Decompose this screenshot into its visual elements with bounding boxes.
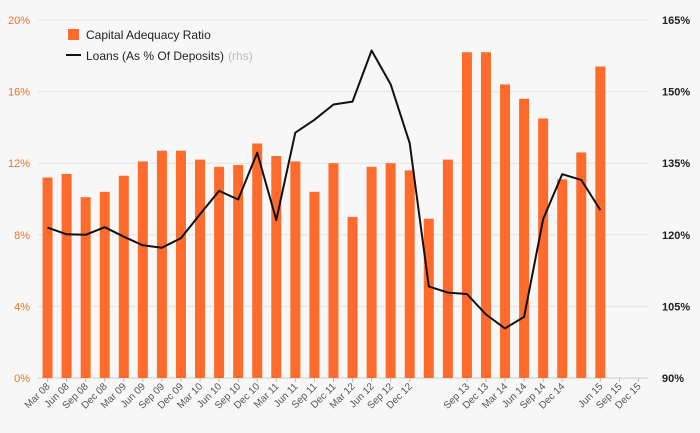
bar (42, 177, 53, 378)
bar (214, 166, 225, 378)
bar (480, 52, 491, 378)
bar (519, 98, 530, 378)
bar (156, 150, 167, 378)
y-right-tick-label: 105% (662, 301, 690, 313)
y-right-tick-label: 120% (662, 230, 690, 242)
bar (61, 173, 72, 378)
bar (404, 170, 415, 378)
y-left-tick-label: 12% (8, 158, 30, 170)
bar (175, 150, 186, 378)
bar (576, 152, 587, 378)
bar (595, 66, 606, 378)
bar (252, 143, 263, 378)
legend-label-loans-name: Loans (As % Of Deposits) (86, 49, 224, 63)
y-left-tick-label: 4% (14, 301, 30, 313)
bar (538, 118, 549, 378)
y-right-tick-label: 135% (662, 158, 690, 170)
bar (137, 161, 148, 378)
legend: Capital Adequacy Ratio Loans (As % Of De… (66, 28, 253, 63)
line-series (47, 49, 602, 330)
bar (347, 216, 358, 378)
bars (42, 52, 606, 378)
bar (99, 191, 110, 378)
bar (80, 197, 91, 378)
loans-line (47, 49, 602, 330)
bar (461, 52, 472, 378)
legend-label-loans: Loans (As % Of Deposits) (rhs) (86, 49, 253, 63)
legend-swatch-capital-adequacy (68, 29, 79, 40)
bar (366, 166, 377, 378)
legend-label-loans-suffix: (rhs) (228, 49, 253, 63)
bar (309, 191, 320, 378)
bar (557, 179, 568, 378)
y-right-tick-label: 165% (662, 15, 690, 27)
bar (385, 163, 396, 378)
y-axis-left: 0% 4% 8% 12% 16% 20% (8, 15, 30, 385)
y-left-tick-label: 20% (8, 15, 30, 27)
bar (290, 161, 301, 378)
bar (271, 156, 282, 378)
bar (328, 163, 339, 378)
y-right-tick-label: 90% (662, 373, 684, 385)
y-left-tick-label: 16% (8, 87, 30, 99)
y-right-tick-label: 150% (662, 87, 690, 99)
bar (423, 218, 434, 378)
legend-label-capital-adequacy: Capital Adequacy Ratio (86, 28, 211, 42)
bar (500, 84, 511, 378)
bar (442, 159, 453, 378)
y-left-tick-label: 8% (14, 230, 30, 242)
y-axis-right: 90% 105% 120% 135% 150% 165% (662, 15, 690, 385)
bar (118, 175, 129, 378)
y-left-tick-label: 0% (14, 373, 30, 385)
bar (233, 164, 244, 378)
bar (195, 159, 206, 378)
grid (38, 19, 648, 379)
